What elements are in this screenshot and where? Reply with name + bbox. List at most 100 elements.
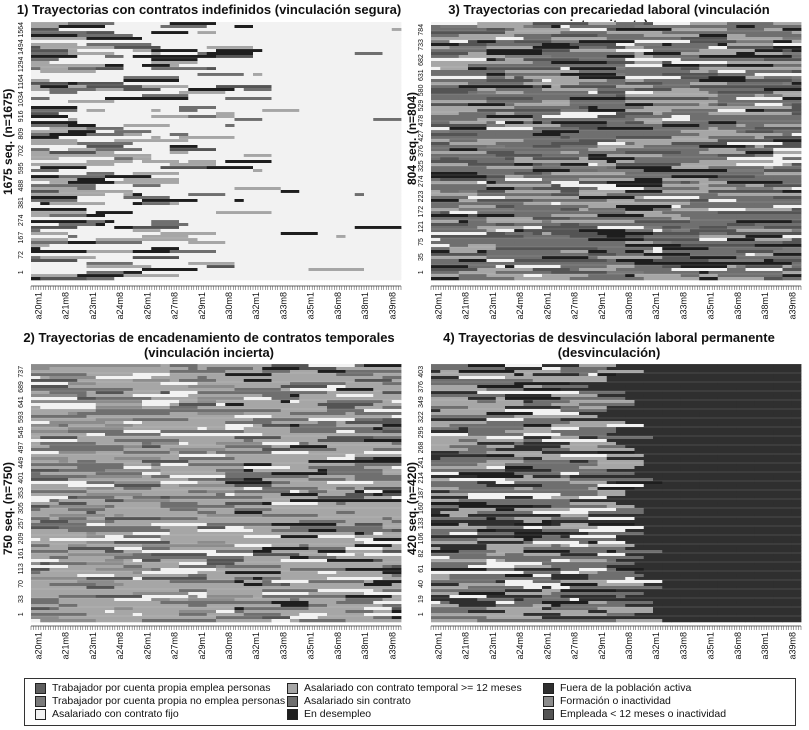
sequence-segment <box>151 523 208 527</box>
sequence-segment <box>123 583 180 587</box>
sequence-segment <box>58 601 115 605</box>
sequence-segment <box>327 457 356 461</box>
legend-label: Formación o inactividad <box>560 695 671 707</box>
sequence-segment <box>327 229 365 233</box>
sequence-segment <box>477 172 515 176</box>
sequence-segment <box>671 100 719 104</box>
sequence-segment <box>616 250 626 254</box>
sequence-segment <box>364 235 374 239</box>
sequence-segment <box>169 202 180 206</box>
sequence-segment <box>708 370 756 374</box>
sequence-segment <box>727 529 756 533</box>
sequence-segment <box>49 97 106 101</box>
sequence-segment <box>68 73 97 77</box>
sequence-segment <box>717 511 728 515</box>
sequence-segment <box>542 586 552 590</box>
sequence-segment <box>290 526 337 530</box>
sequence-segment <box>653 55 700 59</box>
sequence-segment <box>86 544 143 548</box>
sequence-segment <box>336 511 356 515</box>
sequence-segment <box>132 559 143 563</box>
sequence-segment <box>699 397 719 401</box>
sequence-segment <box>764 94 783 98</box>
sequence-segment <box>179 226 217 230</box>
sequence-segment <box>699 136 709 140</box>
sequence-segment <box>86 211 97 215</box>
sequence-segment <box>773 580 802 584</box>
sequence-segment <box>671 505 709 509</box>
sequence-segment <box>308 484 365 488</box>
sequence-segment <box>31 424 60 428</box>
sequence-segment <box>40 406 97 410</box>
y-tick-label: 497 <box>18 442 25 454</box>
sequence-segment <box>773 382 802 386</box>
sequence-segment <box>234 511 263 515</box>
sequence-segment <box>327 37 356 41</box>
sequence-segment <box>31 565 69 569</box>
sequence-segment <box>727 124 737 128</box>
x-tick-label: a29m1 <box>597 292 607 320</box>
sequence-segment <box>505 364 543 368</box>
sequence-segment <box>431 175 487 179</box>
y-tick-label: 33 <box>18 595 25 603</box>
sequence-segment <box>431 166 487 170</box>
sequence-segment <box>77 28 124 32</box>
sequence-segment <box>216 67 263 71</box>
sequence-segment <box>77 466 124 470</box>
sequence-segment <box>616 268 672 272</box>
sequence-segment <box>299 553 328 557</box>
sequence-segment <box>68 22 115 26</box>
sequence-segment <box>142 445 161 449</box>
sequence-segment <box>40 247 78 251</box>
sequence-segment <box>142 400 180 404</box>
sequence-segment <box>225 97 272 101</box>
sequence-segment <box>308 157 319 161</box>
sequence-segment <box>606 61 635 65</box>
sequence-segment <box>514 421 571 425</box>
sequence-segment <box>569 598 580 602</box>
sequence-segment <box>234 190 254 194</box>
sequence-segment <box>717 172 765 176</box>
sequence-segment <box>625 172 682 176</box>
sequence-segment <box>662 412 700 416</box>
sequence-segment <box>382 490 402 494</box>
sequence-segment <box>431 43 460 47</box>
sequence-segment <box>458 604 497 608</box>
sequence-segment <box>662 226 682 230</box>
sequence-segment <box>588 154 608 158</box>
sequence-segment <box>468 223 487 227</box>
sequence-segment <box>345 568 402 572</box>
sequence-segment <box>243 271 282 275</box>
sequence-segment <box>77 412 134 416</box>
sequence-segment <box>717 31 737 35</box>
x-tick-label: a36m8 <box>333 292 343 320</box>
sequence-segment <box>477 529 497 533</box>
sequence-segment <box>336 94 356 98</box>
sequence-segment <box>486 76 506 80</box>
sequence-segment <box>49 517 60 521</box>
y-tick-label: 1034 <box>18 91 25 107</box>
sequence-segment <box>754 73 802 77</box>
sequence-segment <box>708 247 765 251</box>
sequence-segment <box>197 271 226 275</box>
sequence-segment <box>271 463 291 467</box>
sequence-segment <box>354 25 374 29</box>
sequence-segment <box>727 535 756 539</box>
sequence-segment <box>58 223 97 227</box>
sequence-segment <box>123 82 134 86</box>
sequence-segment <box>606 481 617 485</box>
sequence-segment <box>532 373 580 377</box>
sequence-segment <box>468 397 497 401</box>
sequence-segment <box>699 547 737 551</box>
sequence-segment <box>431 436 487 440</box>
sequence-segment <box>132 49 152 53</box>
sequence-segment <box>662 124 700 128</box>
sequence-segment <box>690 85 737 89</box>
sequence-segment <box>58 388 115 392</box>
sequence-segment <box>764 217 802 221</box>
sequence-segment <box>745 184 765 188</box>
sequence-segment <box>308 253 337 257</box>
sequence-segment <box>243 427 291 431</box>
sequence-segment <box>699 478 756 482</box>
sequence-segment <box>782 520 802 524</box>
